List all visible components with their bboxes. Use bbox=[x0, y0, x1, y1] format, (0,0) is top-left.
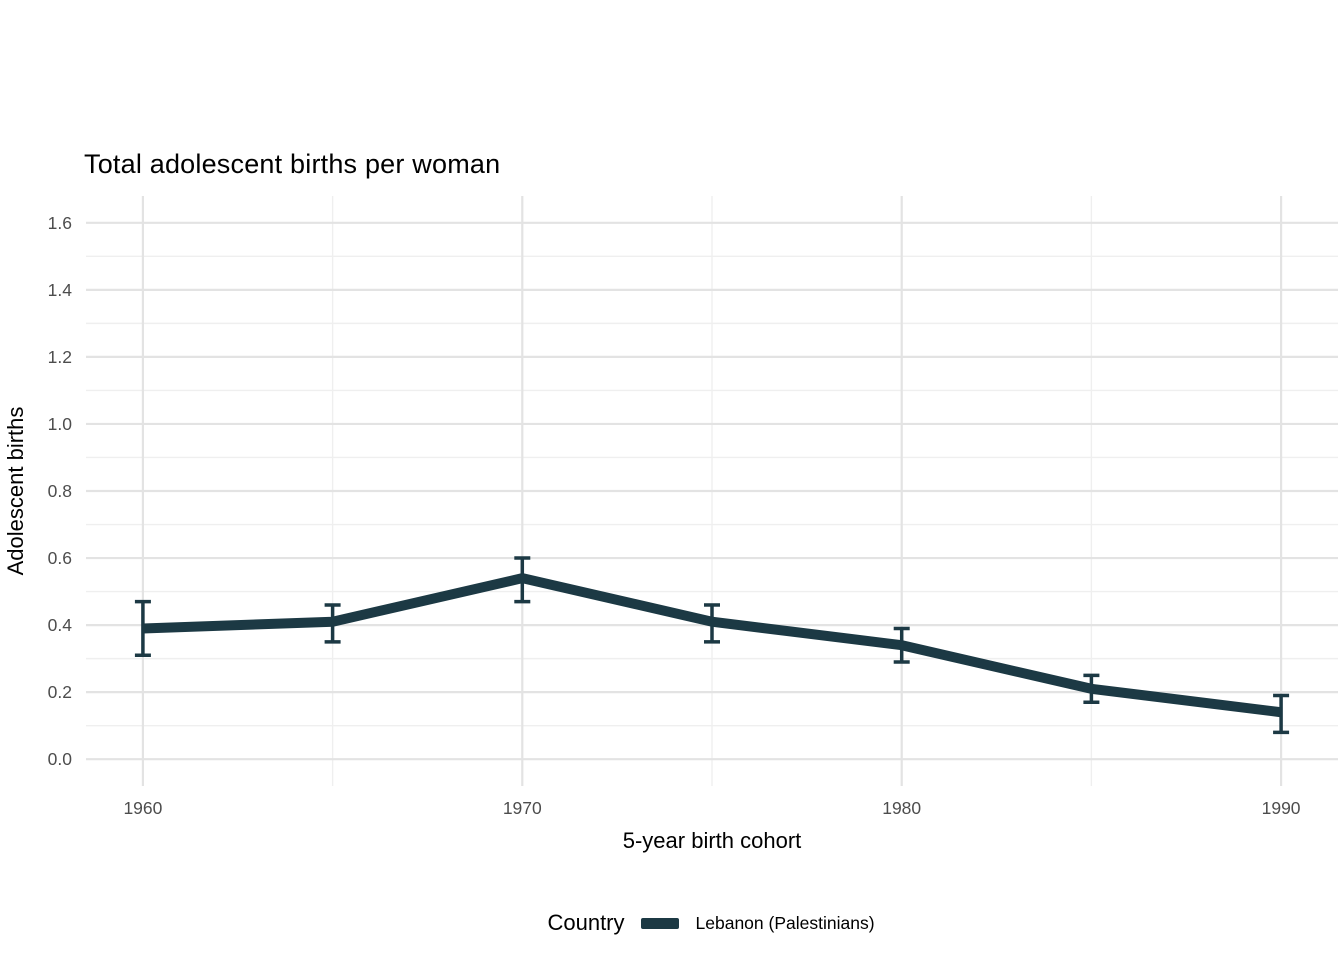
legend: Country Lebanon (Palestinians) bbox=[39, 903, 1344, 943]
legend-title: Country bbox=[547, 910, 625, 935]
y-axis-tick-label: 1.6 bbox=[47, 212, 72, 233]
legend-line-swatch bbox=[640, 917, 679, 929]
x-axis-tick-label: 1980 bbox=[882, 798, 922, 818]
x-axis-tick-label: 1960 bbox=[123, 798, 163, 818]
y-axis-tick-label: 0.6 bbox=[47, 548, 72, 569]
y-axis-tick-label: 1.0 bbox=[47, 413, 72, 434]
series-line-lebanon-palestinians bbox=[142, 573, 1282, 718]
y-axis-tick-label: 0.8 bbox=[47, 481, 72, 501]
y-axis-tick-label: 1.2 bbox=[47, 346, 72, 367]
x-axis-title: 5-year birth cohort bbox=[622, 828, 802, 853]
y-axis-tick-label: 0.2 bbox=[47, 682, 72, 703]
y-axis-tick-label: 0.4 bbox=[47, 615, 72, 636]
y-axis-tick-label: 1.4 bbox=[47, 279, 72, 300]
y-axis-tick-label: 0.0 bbox=[47, 749, 72, 770]
legend-item-label: Lebanon (Palestinians) bbox=[695, 912, 875, 933]
x-axis-tick-label: 1970 bbox=[502, 798, 542, 818]
chart-title: Total adolescent births per woman bbox=[84, 149, 501, 179]
x-axis-tick-label: 1990 bbox=[1261, 798, 1301, 818]
